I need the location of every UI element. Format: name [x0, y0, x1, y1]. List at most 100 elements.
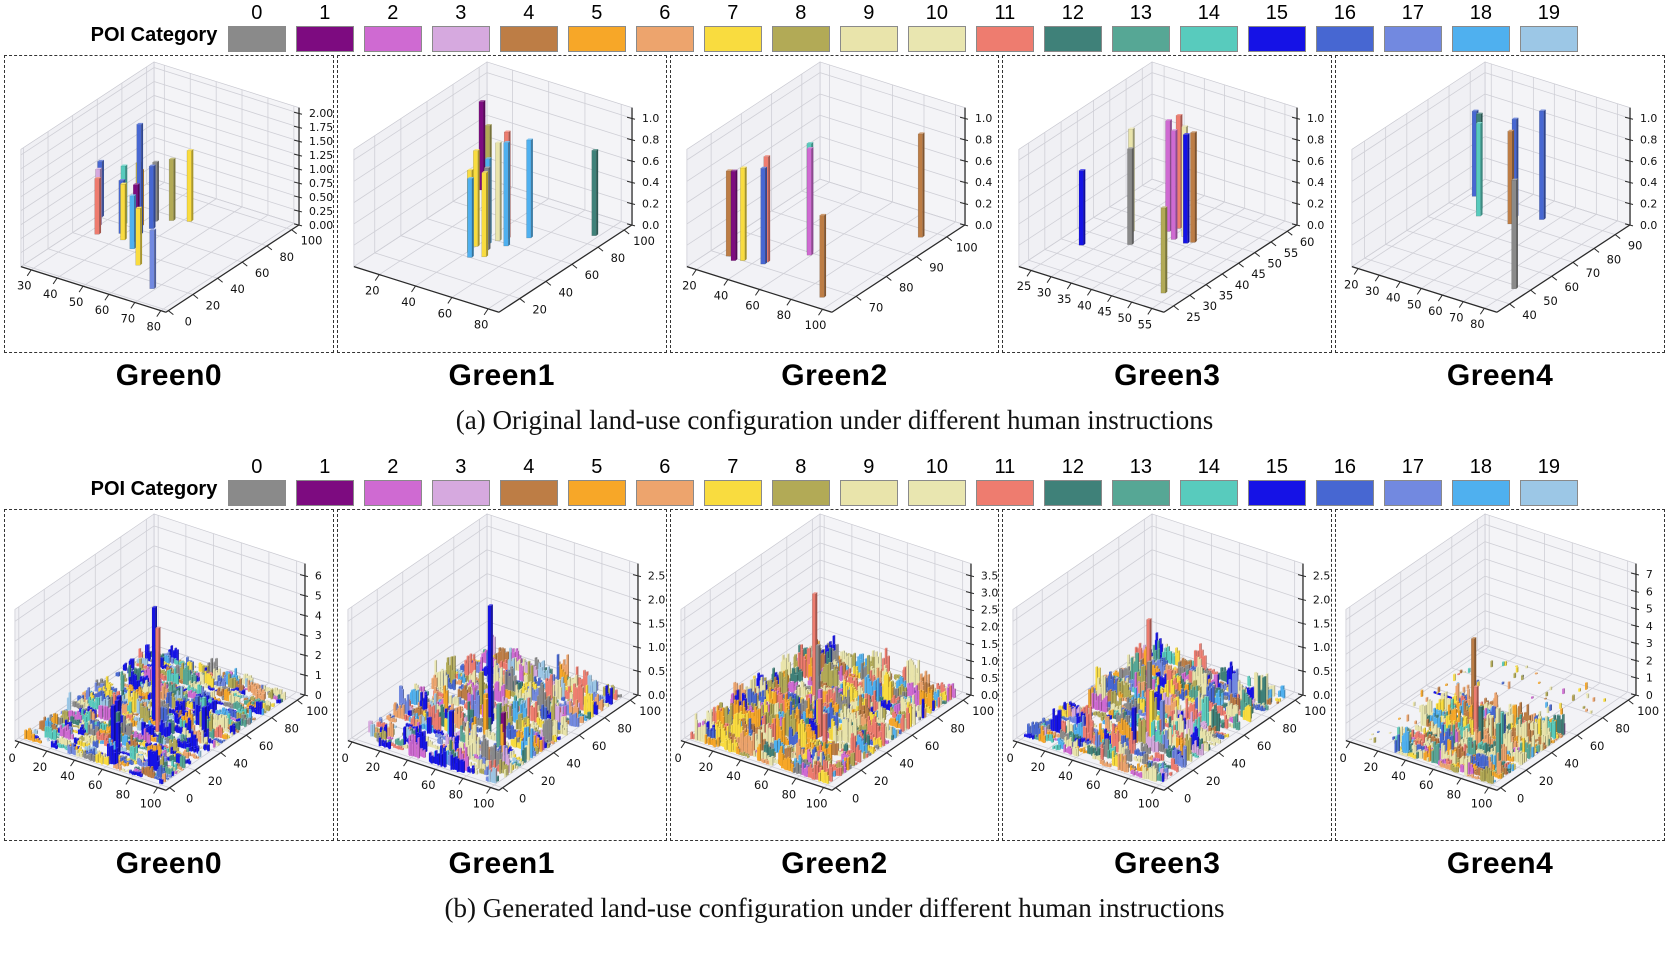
legend-item-number: 18 [1470, 2, 1492, 24]
legend-item-12: 12 [1043, 2, 1102, 52]
legend-item-13: 13 [1111, 456, 1170, 506]
legend-item-16: 16 [1315, 2, 1374, 52]
svg-text:80: 80 [617, 722, 632, 736]
chart-title-green4-b: Green4 [1335, 847, 1665, 881]
legend-item-17: 17 [1383, 456, 1442, 506]
legend-item-number: 9 [863, 2, 874, 24]
svg-text:1.5: 1.5 [648, 617, 665, 630]
legend-item-number: 10 [926, 456, 948, 478]
legend-item-4: 4 [499, 456, 558, 506]
svg-text:0.0: 0.0 [975, 219, 992, 232]
svg-text:0: 0 [315, 689, 322, 702]
svg-text:0.4: 0.4 [642, 176, 659, 189]
legend-swatch-11 [975, 26, 1034, 52]
poi-legend-items-a: 0 1 2 3 4 5 6 7 8 9 10 11 12 13 14 15 16 17 18 19 [227, 2, 1578, 52]
legend-item-7: 7 [703, 456, 762, 506]
svg-text:0.6: 0.6 [975, 155, 992, 168]
svg-text:90: 90 [1628, 238, 1643, 252]
legend-item-number: 7 [727, 2, 738, 24]
svg-text:20: 20 [1344, 277, 1359, 291]
legend-item-19: 19 [1519, 2, 1578, 52]
svg-text:0.8: 0.8 [975, 134, 992, 147]
svg-text:0.6: 0.6 [1307, 155, 1324, 168]
svg-text:60: 60 [1565, 280, 1580, 294]
legend-item-number: 1 [319, 456, 330, 478]
legend-item-number: 18 [1470, 456, 1492, 478]
svg-text:0: 0 [185, 315, 192, 329]
svg-text:25: 25 [1017, 279, 1032, 293]
svg-text:1.0: 1.0 [1307, 112, 1324, 125]
legend-swatch-2 [363, 26, 422, 52]
svg-text:30: 30 [17, 279, 32, 293]
legend-item-number: 3 [455, 456, 466, 478]
legend-swatch-17 [1383, 26, 1442, 52]
svg-text:0.4: 0.4 [1640, 176, 1657, 189]
legend-swatch-1 [295, 26, 354, 52]
legend-item-13: 13 [1111, 2, 1170, 52]
svg-text:80: 80 [899, 280, 914, 294]
legend-item-number: 16 [1334, 456, 1356, 478]
chart-panel-green1-b: 0 20 40 60 80 100 0 20 40 60 80 100 0.0 0.5 1.0 1.5 2.0 2… [336, 509, 667, 841]
svg-text:30: 30 [1203, 299, 1218, 313]
svg-text:1.75: 1.75 [309, 121, 333, 134]
legend-item-number: 11 [994, 2, 1015, 24]
legend-item-7: 7 [703, 2, 762, 52]
svg-text:40: 40 [60, 769, 75, 783]
svg-text:100: 100 [140, 796, 162, 810]
svg-text:80: 80 [284, 722, 299, 736]
panel-row-b: 0 20 40 60 80 100 0 20 40 60 80 100 0 1 2 3 4 5 6 0 20 40 60 80… [0, 509, 1669, 841]
svg-text:60: 60 [259, 739, 274, 753]
chart-panel-green1-a: 20 40 60 80 20 40 60 80 100 0.0 0.2 0.4 0.6 0.8 1.0 [336, 55, 667, 353]
legend-item-number: 13 [1130, 2, 1152, 24]
svg-text:60: 60 [255, 266, 270, 280]
legend-item-9: 9 [839, 2, 898, 52]
legend-item-number: 0 [251, 456, 262, 478]
legend-item-number: 19 [1538, 2, 1560, 24]
legend-swatch-8 [771, 26, 830, 52]
legend-item-3: 3 [431, 456, 490, 506]
svg-text:50: 50 [69, 295, 84, 309]
legend-item-1: 1 [295, 2, 354, 52]
3d-bar-chart-green0-a: 30 40 50 60 70 80 0 20 40 60 80 100 0.000.250.500.75… [17, 61, 333, 334]
legend-swatch-16 [1315, 480, 1374, 506]
svg-text:80: 80 [1470, 317, 1485, 331]
svg-text:0: 0 [186, 792, 193, 806]
svg-text:60: 60 [437, 306, 452, 320]
legend-item-10: 10 [907, 2, 966, 52]
legend-swatch-7 [703, 26, 762, 52]
legend-item-number: 10 [926, 2, 948, 24]
svg-text:0.8: 0.8 [1307, 134, 1324, 147]
svg-text:0.4: 0.4 [1307, 176, 1324, 189]
svg-text:55: 55 [1138, 317, 1153, 331]
legend-swatch-15 [1247, 26, 1306, 52]
svg-text:45: 45 [1098, 305, 1113, 319]
legend-item-15: 15 [1247, 456, 1306, 506]
legend-item-11: 11 [975, 456, 1034, 506]
svg-text:20: 20 [541, 774, 556, 788]
legend-item-5: 5 [567, 2, 626, 52]
legend-swatch-14 [1179, 26, 1238, 52]
legend-swatch-1 [295, 480, 354, 506]
legend-swatch-10 [907, 26, 966, 52]
chart-panel-green3-b: 0 20 40 60 80 100 0 20 40 60 80 100 0.0 0.5 1.0 1.5 2.0 2… [1002, 509, 1333, 841]
chart-title-green0-a: Green0 [4, 359, 334, 393]
3d-bar-chart-green2-a: 20 40 60 80 100 70 80 90 100 0.0 0.2 0.4 0.6 0.8 1.0 [682, 61, 992, 332]
legend-swatch-13 [1111, 26, 1170, 52]
svg-text:20: 20 [206, 298, 221, 312]
svg-text:20: 20 [682, 278, 697, 292]
legend-item-4: 4 [499, 2, 558, 52]
3d-bar-chart-green1-b: 0 20 40 60 80 100 0 20 40 60 80 100 0.0 0.5 1.0 1.5 2.0 2… [341, 513, 665, 810]
chart-title-green2-a: Green2 [670, 359, 1000, 393]
chart-panel-green4-b: 0 20 40 60 80 100 0 20 40 60 80 100 0 1 2 3 4 5 6 7 [1335, 509, 1665, 841]
svg-text:100: 100 [804, 318, 826, 332]
legend-swatch-3 [431, 480, 490, 506]
legend-item-6: 6 [635, 2, 694, 52]
svg-text:0.6: 0.6 [1640, 155, 1657, 168]
caption-b: (b) Generated land-use configuration und… [0, 893, 1669, 924]
3d-bar-chart-green0-b: 0 20 40 60 80 100 0 20 40 60 80 100 0 1 2 3 4 5 6 [9, 513, 328, 810]
legend-item-11: 11 [975, 2, 1034, 52]
legend-swatch-15 [1247, 480, 1306, 506]
svg-text:40: 40 [233, 757, 248, 771]
svg-text:80: 80 [776, 308, 791, 322]
